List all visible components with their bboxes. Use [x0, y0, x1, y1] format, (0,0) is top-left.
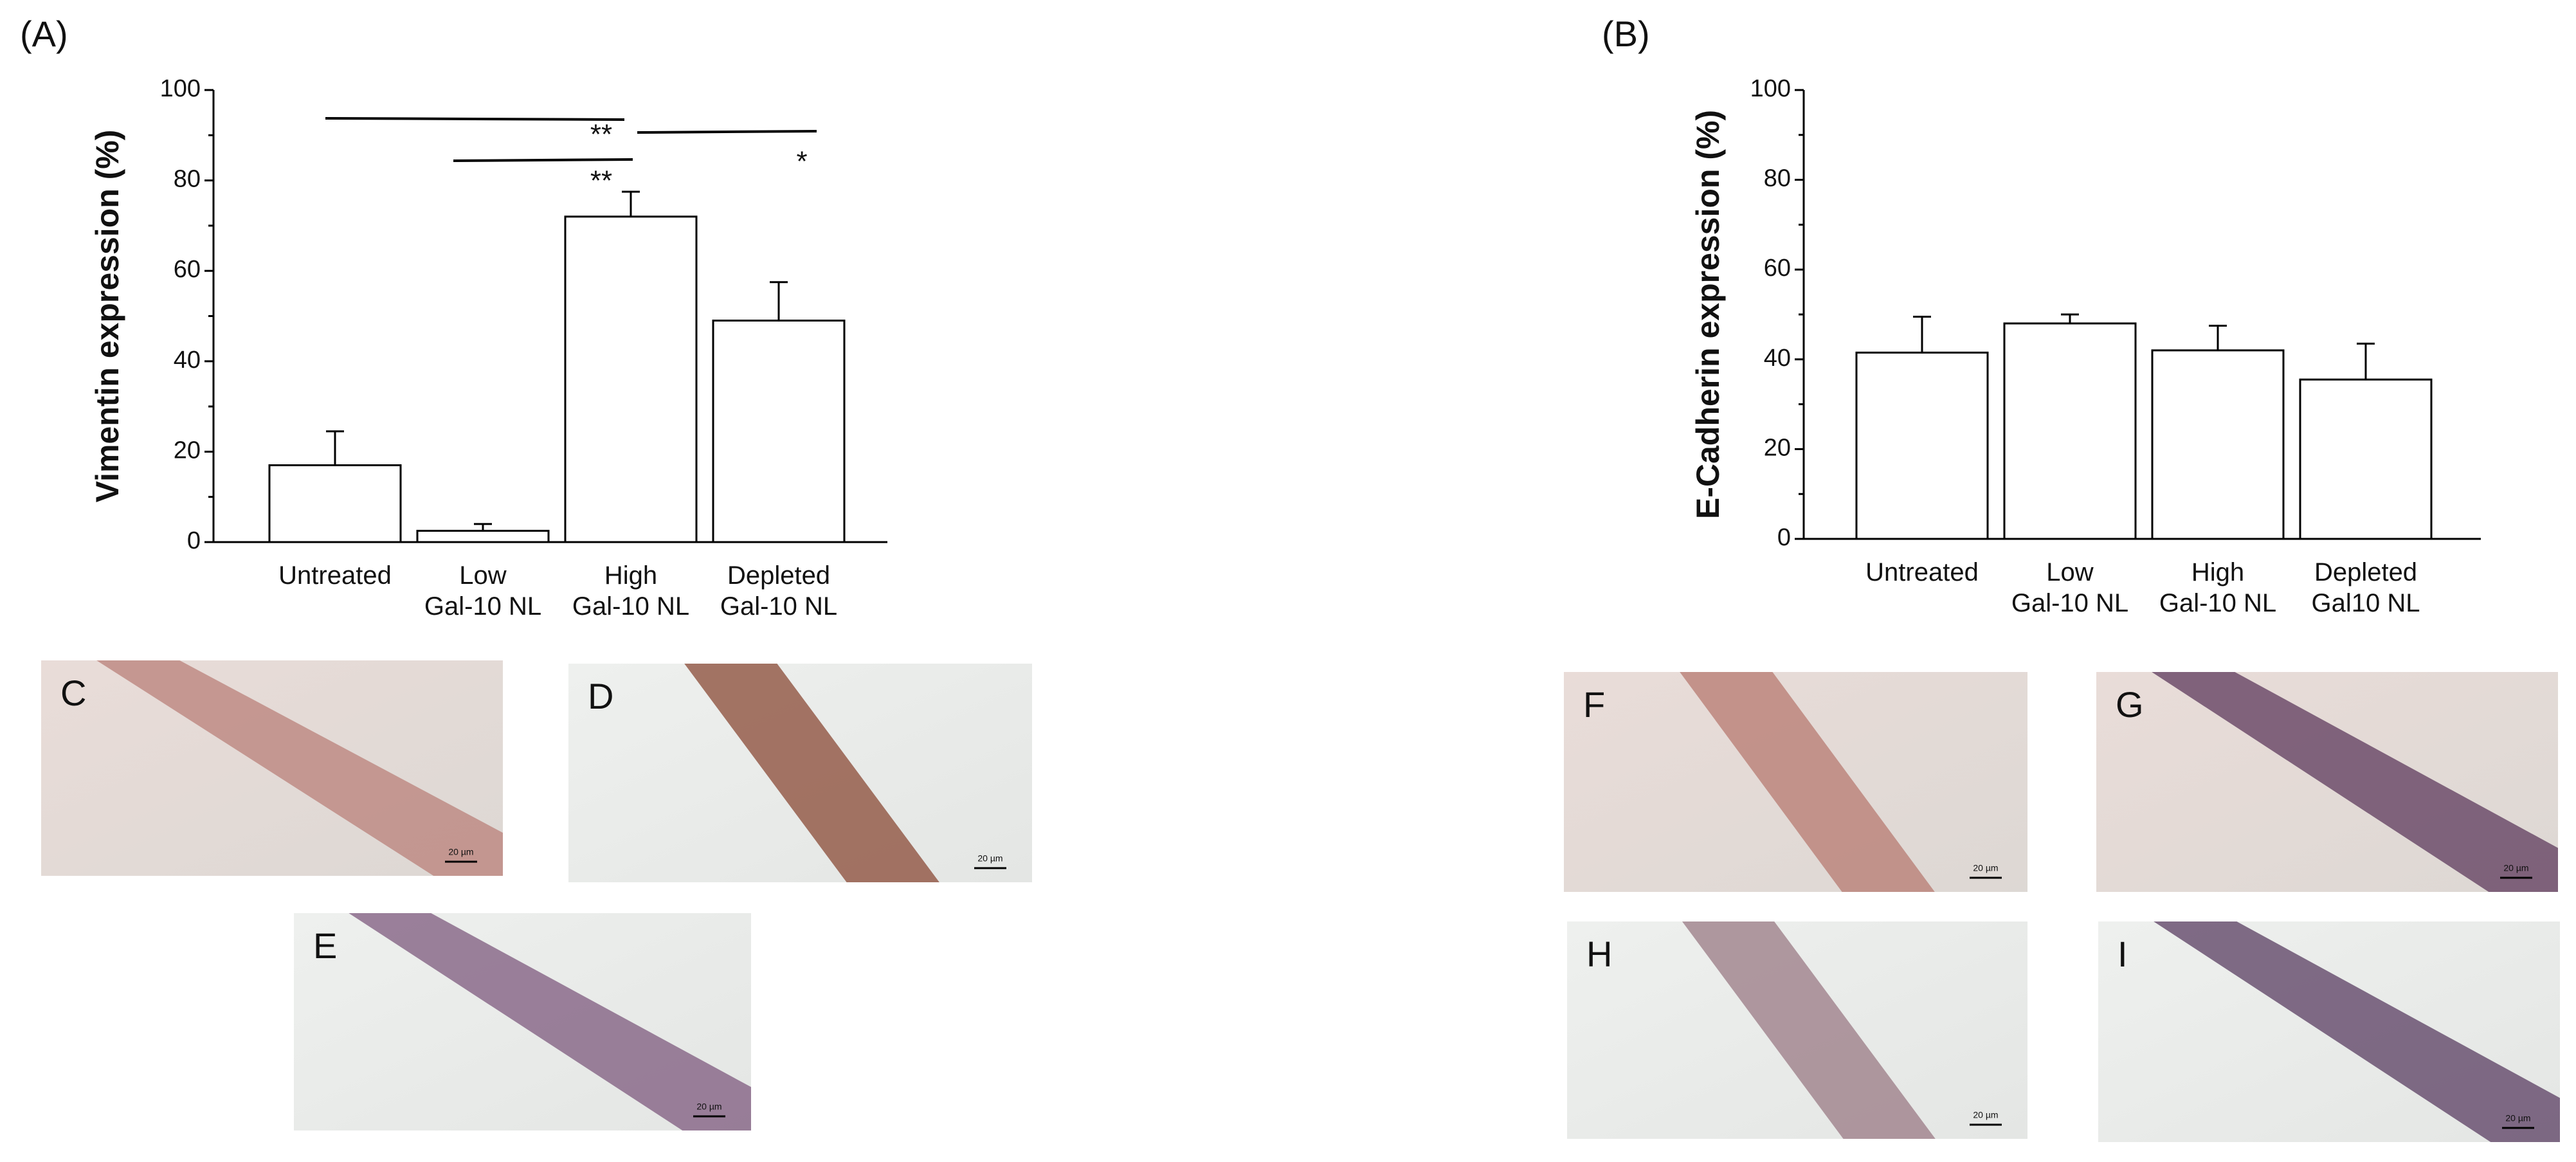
image-label: G [2116, 684, 2144, 725]
bar [2003, 322, 2137, 540]
y-tick-label: 0 [187, 527, 201, 554]
image-label: F [1583, 684, 1605, 725]
y-tick-label: 40 [1764, 345, 1791, 372]
y-tick-label: 20 [174, 437, 201, 464]
x-tick-label: Untreated [278, 561, 392, 590]
y-tick-label: 80 [174, 166, 201, 193]
bracket [453, 158, 633, 162]
image-label: I [2118, 934, 2128, 974]
bracket [637, 130, 817, 134]
y-tick-label: 0 [1777, 524, 1791, 551]
y-axis-label: Vimentin expression (%) [89, 130, 125, 503]
scale-bar-label: 20 µm [977, 853, 1002, 864]
image-label: E [313, 925, 337, 966]
y-tick-label: 20 [1764, 434, 1791, 461]
annotation: ** [590, 119, 612, 150]
annotation: ** [590, 165, 612, 197]
scale-bar-label: 20 µm [1973, 863, 1998, 873]
micrograph: E 20 µm [294, 913, 751, 1130]
micrograph: I 20 µm [2098, 921, 2560, 1142]
bar [2299, 378, 2433, 540]
x-tick-label: High Gal-10 NL [572, 561, 690, 621]
scale-bar-label: 20 µm [2503, 863, 2528, 873]
scale-bar-label: 20 µm [696, 1102, 721, 1112]
image-label: H [1586, 934, 1612, 974]
y-axis-label: E-Cadherin expression (%) [1690, 110, 1726, 519]
image-label: C [60, 673, 86, 713]
annotation: * [796, 146, 807, 177]
bracket [325, 117, 625, 121]
micrograph: C 20 µm [41, 660, 503, 876]
y-tick-label: 100 [1750, 75, 1791, 102]
x-tick-label: High Gal-10 NL [2159, 558, 2277, 617]
bar [268, 464, 402, 543]
x-tick-label: Untreated [1865, 558, 1979, 586]
image-label: D [588, 676, 613, 716]
tissue [96, 660, 503, 876]
micrograph: D 20 µm [568, 664, 1032, 882]
y-tick-label: 80 [1764, 165, 1791, 192]
y-tick-label: 60 [1764, 255, 1791, 282]
tissue [349, 913, 751, 1130]
bar [1855, 351, 1989, 540]
significance [325, 117, 817, 162]
y-tick-label: 60 [174, 256, 201, 283]
bar [712, 320, 846, 543]
panel-label: (B) [1602, 14, 1650, 54]
micrograph: H 20 µm [1567, 921, 2027, 1139]
y-tick-label: 40 [174, 347, 201, 374]
x-tick-label: Low Gal-10 NL [2011, 558, 2129, 617]
panel-label: (A) [20, 14, 68, 54]
tissue [1680, 672, 1935, 892]
y-tick-label: 100 [160, 75, 201, 102]
bar [564, 215, 698, 543]
x-tick-label: Low Gal-10 NL [424, 561, 542, 621]
tissue [1682, 921, 1936, 1139]
bar [416, 529, 550, 543]
bar [2151, 349, 2285, 540]
tissue [2154, 921, 2560, 1142]
scale-bar-label: 20 µm [2505, 1113, 2530, 1123]
tissue [684, 664, 939, 882]
x-tick-label: Depleted Gal10 NL [2311, 558, 2420, 617]
scale-bar-label: 20 µm [1973, 1110, 1998, 1120]
micrograph: G 20 µm [2096, 672, 2558, 892]
x-tick-label: Depleted Gal-10 NL [720, 561, 838, 621]
tissue [2152, 672, 2558, 892]
micrograph: F 20 µm [1564, 672, 2027, 892]
scale-bar-label: 20 µm [448, 847, 473, 857]
